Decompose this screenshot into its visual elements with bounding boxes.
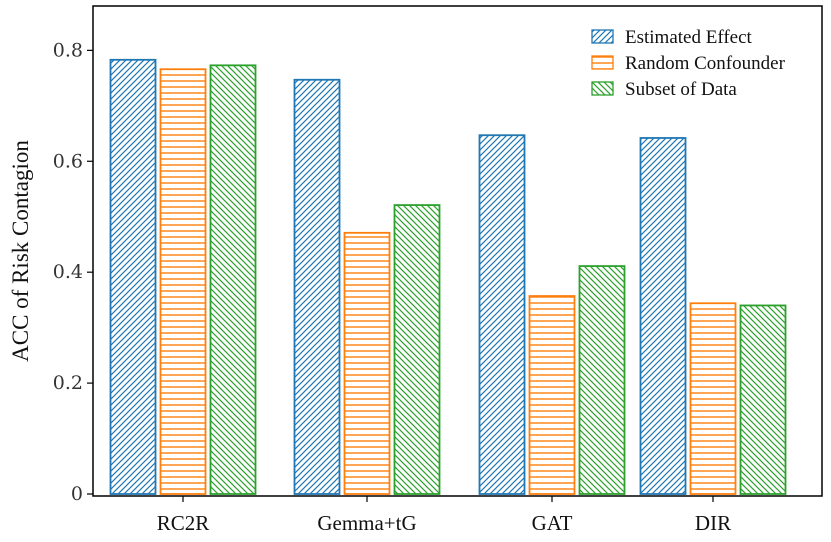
x-tick-label: Gemma+tG: [317, 511, 416, 535]
legend-label-1: Estimated Effect: [625, 27, 753, 48]
legend-swatch-1: [591, 29, 614, 44]
bar-3-4: [739, 304, 787, 495]
bar-3-3: [578, 265, 626, 495]
bar-1-1: [109, 58, 157, 495]
legend-swatch-3: [591, 81, 614, 96]
bar-2-1: [159, 68, 207, 495]
x-tick-label: GAT: [532, 511, 573, 535]
y-tick-label: 0.4: [53, 261, 83, 283]
x-axis: RC2R Gemma+tG GAT DIR: [157, 496, 731, 535]
y-tick-label: 0: [71, 483, 83, 505]
y-tick-label: 0.6: [53, 150, 83, 172]
plot-frame: [92, 5, 823, 497]
bar-1-4: [639, 137, 687, 495]
x-tick-label: RC2R: [157, 511, 210, 535]
y-tick-label: 0.8: [53, 39, 83, 61]
bar-3-2: [393, 204, 441, 495]
bar-2-3: [528, 295, 576, 495]
y-axis: 0 0.2 0.4 0.6 0.8: [53, 39, 93, 505]
bar-2-4: [689, 302, 737, 495]
bar-2-2: [343, 231, 391, 495]
legend-label-3: Subset of Data: [625, 79, 737, 100]
legend-label-2: Random Confounder: [625, 53, 786, 74]
legend-swatch-2: [591, 55, 614, 70]
y-tick-label: 0.2: [53, 372, 83, 394]
bar-1-3: [478, 134, 526, 495]
x-tick-label: DIR: [695, 511, 731, 535]
legend: Estimated Effect Random Confounder Subset …: [591, 27, 786, 100]
bar-1-2: [293, 78, 341, 495]
bars-layer: [109, 58, 787, 495]
y-axis-title: ACC of Risk Contagion: [8, 140, 33, 362]
bar-3-1: [209, 64, 257, 495]
